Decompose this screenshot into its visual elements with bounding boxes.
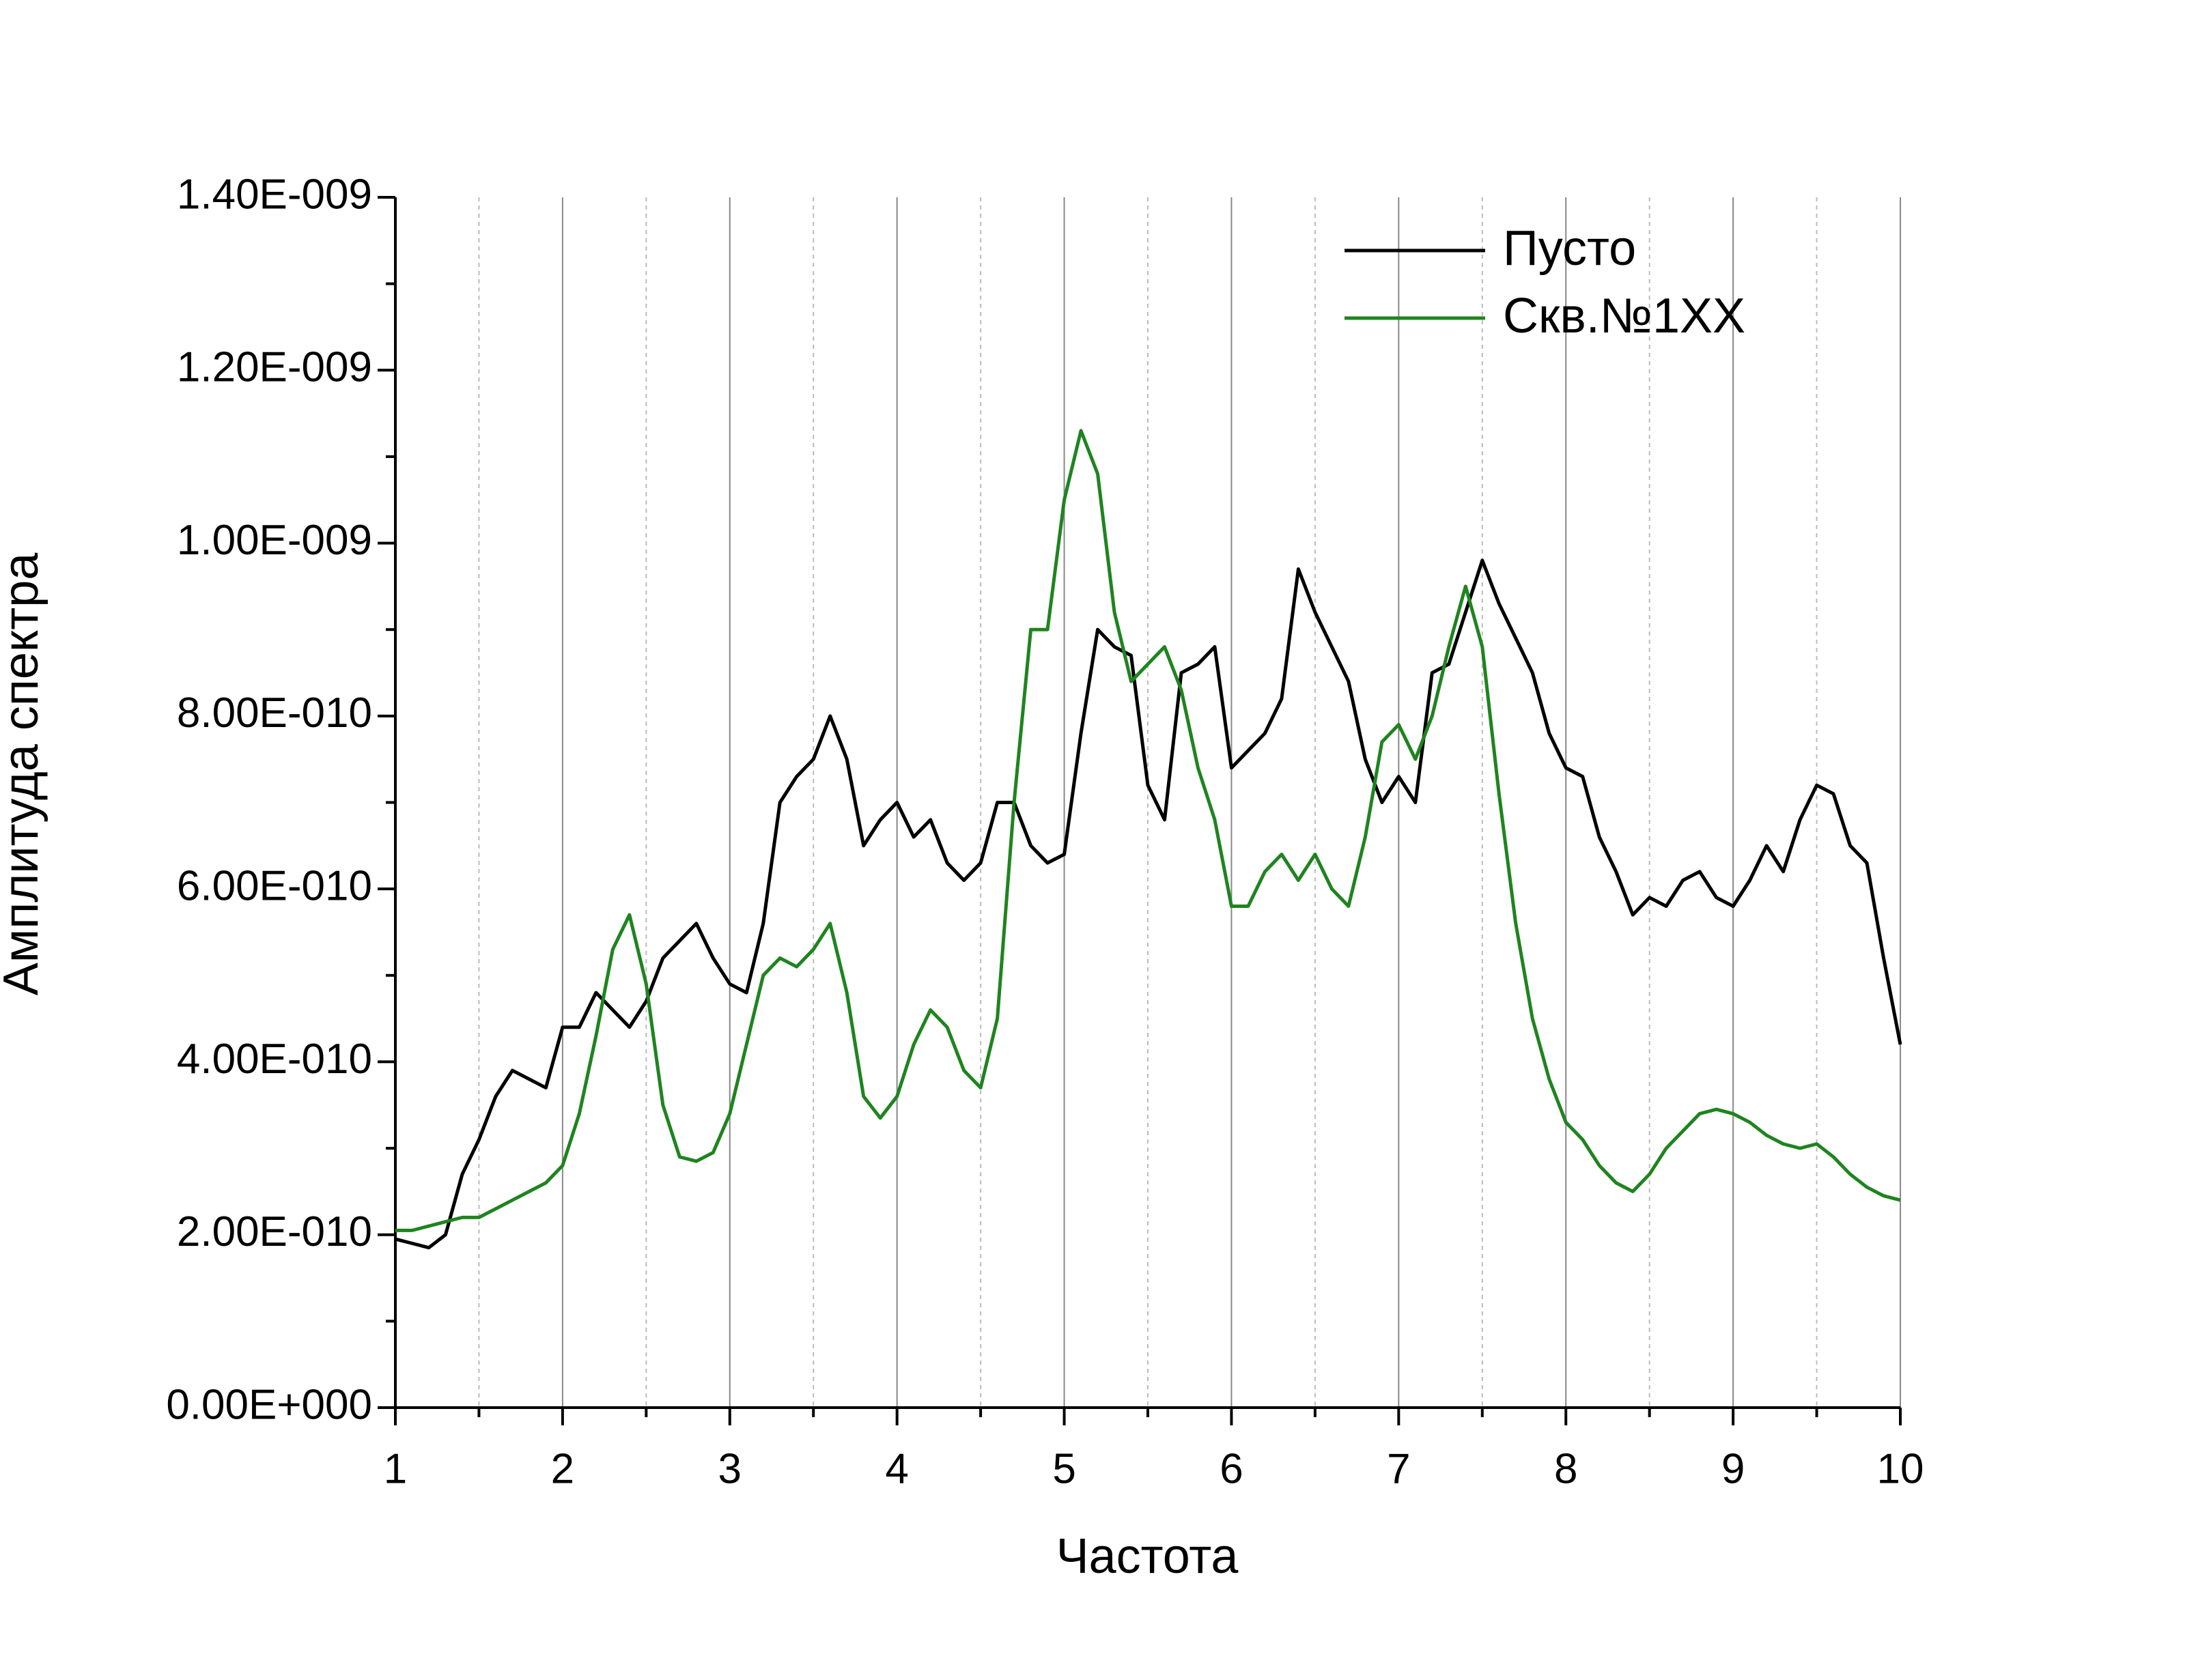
- x-tick-label: 6: [1220, 1445, 1243, 1492]
- y-tick-label: 6.00E-010: [177, 863, 372, 910]
- x-tick-label: 8: [1554, 1445, 1577, 1492]
- x-tick-label: 4: [885, 1445, 908, 1492]
- y-tick-label: 8.00E-010: [177, 689, 372, 737]
- series-line: [395, 429, 1901, 1232]
- y-tick-label: 2.00E-010: [177, 1208, 372, 1255]
- x-tick-label: 1: [384, 1445, 407, 1492]
- y-axis-title: Амплитуда спектра: [0, 552, 48, 996]
- legend-label: Пусто: [1503, 221, 1636, 276]
- y-tick-label: 1.00E-009: [177, 517, 372, 564]
- x-tick-label: 5: [1052, 1445, 1075, 1492]
- y-tick-label: 1.20E-009: [177, 344, 372, 391]
- y-tick-label: 0.00E+000: [166, 1381, 372, 1428]
- x-axis-title: Частота: [1056, 1529, 1239, 1584]
- x-tick-label: 9: [1721, 1445, 1745, 1492]
- x-tick-label: 7: [1387, 1445, 1410, 1492]
- y-tick-label: 4.00E-010: [177, 1036, 372, 1083]
- series-line: [395, 558, 1902, 1250]
- x-tick-label: 10: [1877, 1445, 1924, 1492]
- y-tick-label: 1.40E-009: [177, 171, 372, 218]
- x-tick-label: 3: [718, 1445, 742, 1492]
- legend-label: Скв.№1XX: [1503, 289, 1745, 343]
- x-tick-label: 2: [551, 1445, 574, 1492]
